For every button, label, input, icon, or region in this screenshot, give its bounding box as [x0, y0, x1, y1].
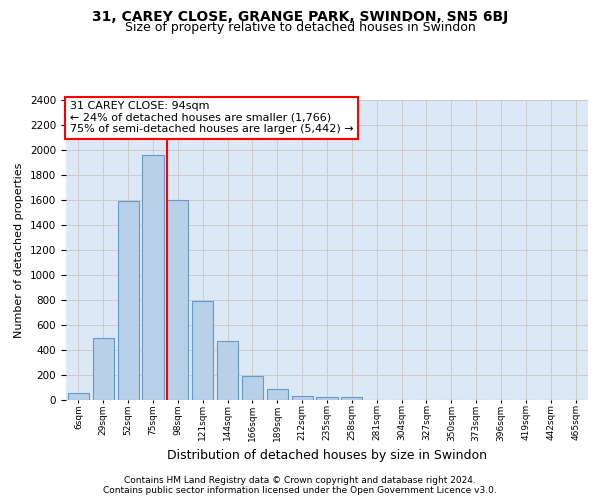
- Bar: [192, 301, 213, 400]
- Bar: [292, 396, 313, 400]
- Text: 31, CAREY CLOSE, GRANGE PARK, SWINDON, SN5 6BJ: 31, CAREY CLOSE, GRANGE PARK, SWINDON, S…: [92, 10, 508, 24]
- Text: Contains HM Land Registry data © Crown copyright and database right 2024.: Contains HM Land Registry data © Crown c…: [124, 476, 476, 485]
- Text: Size of property relative to detached houses in Swindon: Size of property relative to detached ho…: [125, 21, 475, 34]
- Text: Contains public sector information licensed under the Open Government Licence v3: Contains public sector information licen…: [103, 486, 497, 495]
- Text: 31 CAREY CLOSE: 94sqm
← 24% of detached houses are smaller (1,766)
75% of semi-d: 31 CAREY CLOSE: 94sqm ← 24% of detached …: [70, 101, 353, 134]
- Bar: [167, 200, 188, 400]
- Bar: [242, 376, 263, 400]
- Bar: [341, 397, 362, 400]
- Bar: [267, 389, 288, 400]
- Bar: [93, 338, 114, 400]
- Bar: [142, 155, 164, 400]
- Y-axis label: Number of detached properties: Number of detached properties: [14, 162, 25, 338]
- Bar: [68, 392, 89, 400]
- X-axis label: Distribution of detached houses by size in Swindon: Distribution of detached houses by size …: [167, 449, 487, 462]
- Bar: [217, 341, 238, 400]
- Bar: [118, 201, 139, 400]
- Bar: [316, 396, 338, 400]
